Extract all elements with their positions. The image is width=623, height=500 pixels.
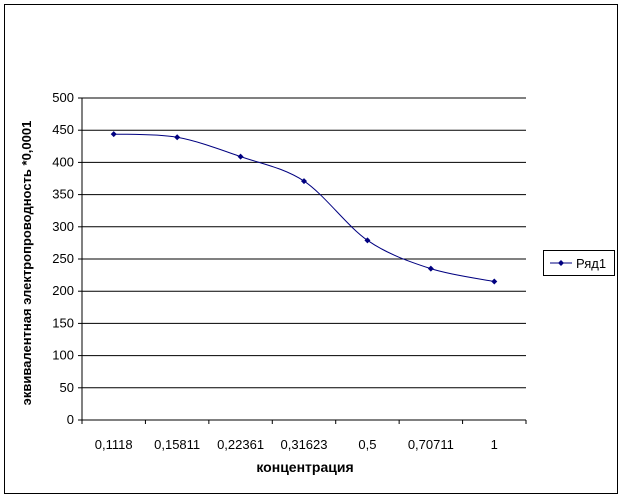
y-tick-label: 300 <box>52 219 74 234</box>
x-tick-label: 0,22361 <box>217 437 264 452</box>
x-tick-labels: 0,1118 0,15811 0,22361 0,31623 0,5 0,70711 1 <box>95 437 498 452</box>
legend: Ряд1 <box>543 250 615 276</box>
axes <box>78 97 527 424</box>
y-axis-title: эквивалентная электропроводность *0,0001 <box>19 121 34 406</box>
y-tick-label: 0 <box>67 412 74 427</box>
chart-frame: 0 50 100 150 200 250 300 350 400 450 500 0,1118 0,1… <box>4 4 618 494</box>
data-point <box>301 178 307 185</box>
y-tick-label: 500 <box>52 90 74 105</box>
y-tick-label: 450 <box>52 122 74 137</box>
data-point <box>491 278 498 285</box>
x-axis-title: концентрация <box>256 459 353 475</box>
y-tick-label: 250 <box>52 251 74 266</box>
data-point <box>110 131 117 138</box>
x-tick-label: 0,70711 <box>408 437 454 452</box>
y-tick-label: 400 <box>52 154 74 169</box>
y-tick-labels: 0 50 100 150 200 250 300 350 400 450 500 <box>52 90 74 427</box>
y-tick-label: 350 <box>52 187 74 202</box>
x-tick-label: 0,1118 <box>95 437 133 452</box>
x-tick-label: 0,15811 <box>154 437 200 452</box>
x-tick-label: 0,5 <box>358 437 376 452</box>
data-point <box>427 265 434 272</box>
x-tick-label: 0,31623 <box>281 437 328 452</box>
data-point <box>174 134 181 141</box>
x-tick-label: 1 <box>491 437 498 452</box>
gridlines <box>82 97 526 389</box>
y-tick-label: 200 <box>52 283 74 298</box>
data-point <box>364 237 371 244</box>
y-tick-label: 150 <box>52 315 74 330</box>
legend-label: Ряд1 <box>576 256 607 271</box>
legend-marker-icon <box>550 260 572 266</box>
data-point <box>237 153 244 160</box>
series-layer <box>110 131 498 285</box>
y-tick-label: 50 <box>60 380 74 395</box>
y-tick-label: 100 <box>52 348 74 363</box>
